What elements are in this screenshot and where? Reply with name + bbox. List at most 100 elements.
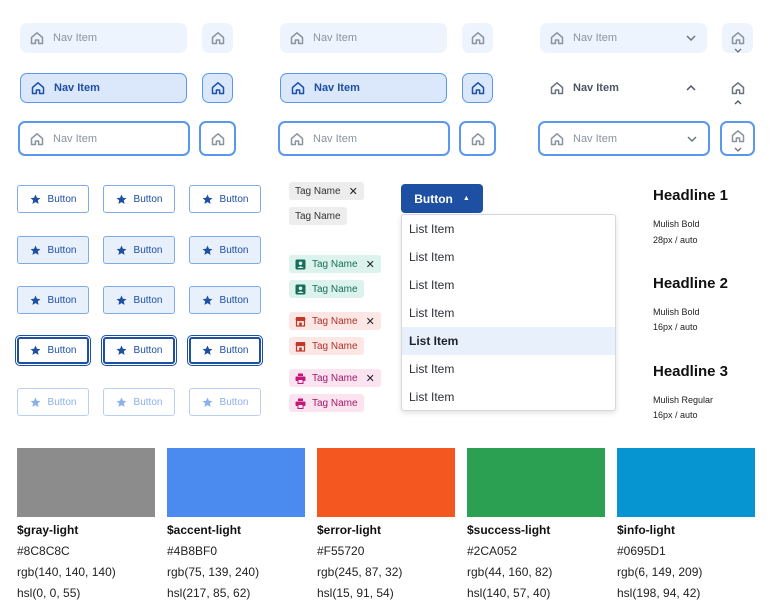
color-hex: #2CA052: [467, 544, 518, 558]
tag-label: Tag Name: [312, 372, 358, 384]
color-name: $info-light: [617, 523, 675, 537]
nav-item[interactable]: Nav Item: [280, 23, 447, 53]
contact-icon: [295, 284, 306, 295]
nav-item-label: Nav Item: [314, 82, 360, 94]
printer-icon: [295, 373, 306, 384]
home-icon: [289, 30, 305, 46]
dropdown-menu: List Item List Item List Item List Item List…: [401, 214, 616, 411]
headline-2: Headline 2: [653, 275, 729, 292]
nav-item-expanded[interactable]: Nav Item: [540, 73, 707, 103]
color-rgb: rgb(6, 149, 209): [617, 565, 703, 579]
close-icon[interactable]: ✕: [365, 372, 375, 385]
menu-item[interactable]: List Item: [409, 222, 455, 236]
nav-item-icon-only-active[interactable]: [202, 73, 233, 103]
store-icon: [295, 316, 306, 327]
home-icon: [730, 80, 746, 96]
color-swatch: [167, 448, 305, 517]
close-icon[interactable]: ✕: [348, 185, 358, 198]
color-name: $gray-light: [17, 523, 79, 537]
button-focused[interactable]: Button: [101, 335, 177, 366]
nav-item-icon-only-expandable[interactable]: [722, 23, 753, 53]
home-icon: [210, 30, 226, 46]
color-swatch: [17, 448, 155, 517]
home-icon: [210, 131, 226, 147]
menu-item[interactable]: List Item: [409, 390, 455, 404]
home-icon: [730, 128, 746, 144]
home-icon: [470, 80, 486, 96]
dropdown-button[interactable]: Button ▲: [401, 184, 483, 213]
nav-item-expandable-focused[interactable]: Nav Item: [538, 121, 710, 156]
nav-item-label: Nav Item: [573, 132, 618, 145]
button-disabled[interactable]: Button: [189, 388, 261, 416]
nav-item-focused[interactable]: Nav Item: [18, 121, 190, 156]
button-label: Button: [47, 294, 77, 306]
nav-item-icon-only-expanded[interactable]: [722, 73, 753, 105]
button-outline[interactable]: Button: [17, 185, 89, 213]
button-label: Button: [47, 345, 77, 356]
button-hover[interactable]: Button: [103, 236, 175, 264]
button-focused[interactable]: Button: [187, 335, 263, 366]
tag-label: Tag Name: [312, 283, 358, 295]
tag-removable-store: Tag Name ✕: [289, 312, 381, 330]
button-pressed[interactable]: Button: [189, 286, 261, 314]
nav-item-label: Nav Item: [573, 82, 619, 94]
button-hover[interactable]: Button: [189, 236, 261, 264]
color-name: $error-light: [317, 523, 382, 537]
star-icon: [202, 245, 213, 256]
star-icon: [202, 397, 213, 408]
nav-item-expandable[interactable]: Nav Item: [540, 23, 707, 53]
dropdown-button-label: Button: [414, 191, 453, 206]
headline-3-font: Mulish Regular: [653, 395, 714, 405]
nav-item-focused[interactable]: Nav Item: [278, 121, 450, 156]
nav-item-active[interactable]: Nav Item: [20, 73, 187, 103]
color-hsl: hsl(140, 57, 40): [467, 586, 551, 600]
star-icon: [202, 295, 213, 306]
star-icon: [202, 194, 213, 205]
menu-item[interactable]: List Item: [409, 278, 455, 292]
close-icon[interactable]: ✕: [365, 258, 375, 271]
nav-item-label: Nav Item: [313, 132, 358, 145]
button-hover[interactable]: Button: [17, 236, 89, 264]
home-icon: [29, 131, 45, 147]
color-rgb: rgb(44, 160, 82): [467, 565, 553, 579]
color-swatch: [317, 448, 455, 517]
button-label: Button: [47, 396, 77, 408]
menu-item[interactable]: List Item: [402, 327, 615, 355]
tag: Tag Name: [289, 207, 347, 225]
menu-item[interactable]: List Item: [409, 362, 455, 376]
menu-item[interactable]: List Item: [409, 250, 455, 264]
nav-item-icon-only-focused[interactable]: [199, 121, 236, 156]
star-icon: [116, 194, 127, 205]
star-icon: [30, 295, 41, 306]
button-pressed[interactable]: Button: [103, 286, 175, 314]
headline-1: Headline 1: [653, 187, 729, 204]
nav-item[interactable]: Nav Item: [20, 23, 187, 53]
nav-item-icon-only-expandable-focused[interactable]: [720, 121, 755, 156]
nav-item-label: Nav Item: [54, 82, 100, 94]
nav-item-icon-only-active[interactable]: [462, 73, 493, 103]
button-focused[interactable]: Button: [15, 335, 91, 366]
home-icon: [470, 30, 486, 46]
color-rgb: rgb(75, 139, 240): [167, 565, 260, 579]
nav-item-active[interactable]: Nav Item: [280, 73, 447, 103]
headline-3-size: 16px / auto: [653, 410, 698, 420]
nav-item-icon-only-focused[interactable]: [459, 121, 496, 156]
button-outline[interactable]: Button: [189, 185, 261, 213]
color-swatch: [617, 448, 755, 517]
chevron-up-icon: [685, 82, 697, 94]
color-hsl: hsl(198, 94, 42): [617, 586, 701, 600]
nav-item-icon-only[interactable]: [202, 23, 233, 53]
button-label: Button: [133, 345, 163, 356]
button-disabled[interactable]: Button: [103, 388, 175, 416]
tag-store: Tag Name: [289, 337, 364, 355]
contact-icon: [295, 259, 306, 270]
close-icon[interactable]: ✕: [365, 315, 375, 328]
button-outline[interactable]: Button: [103, 185, 175, 213]
button-disabled[interactable]: Button: [17, 388, 89, 416]
nav-item-icon-only[interactable]: [462, 23, 493, 53]
menu-item[interactable]: List Item: [409, 306, 455, 320]
nav-item-label: Nav Item: [53, 32, 98, 44]
star-icon: [116, 345, 127, 356]
button-pressed[interactable]: Button: [17, 286, 89, 314]
button-label: Button: [219, 396, 249, 408]
